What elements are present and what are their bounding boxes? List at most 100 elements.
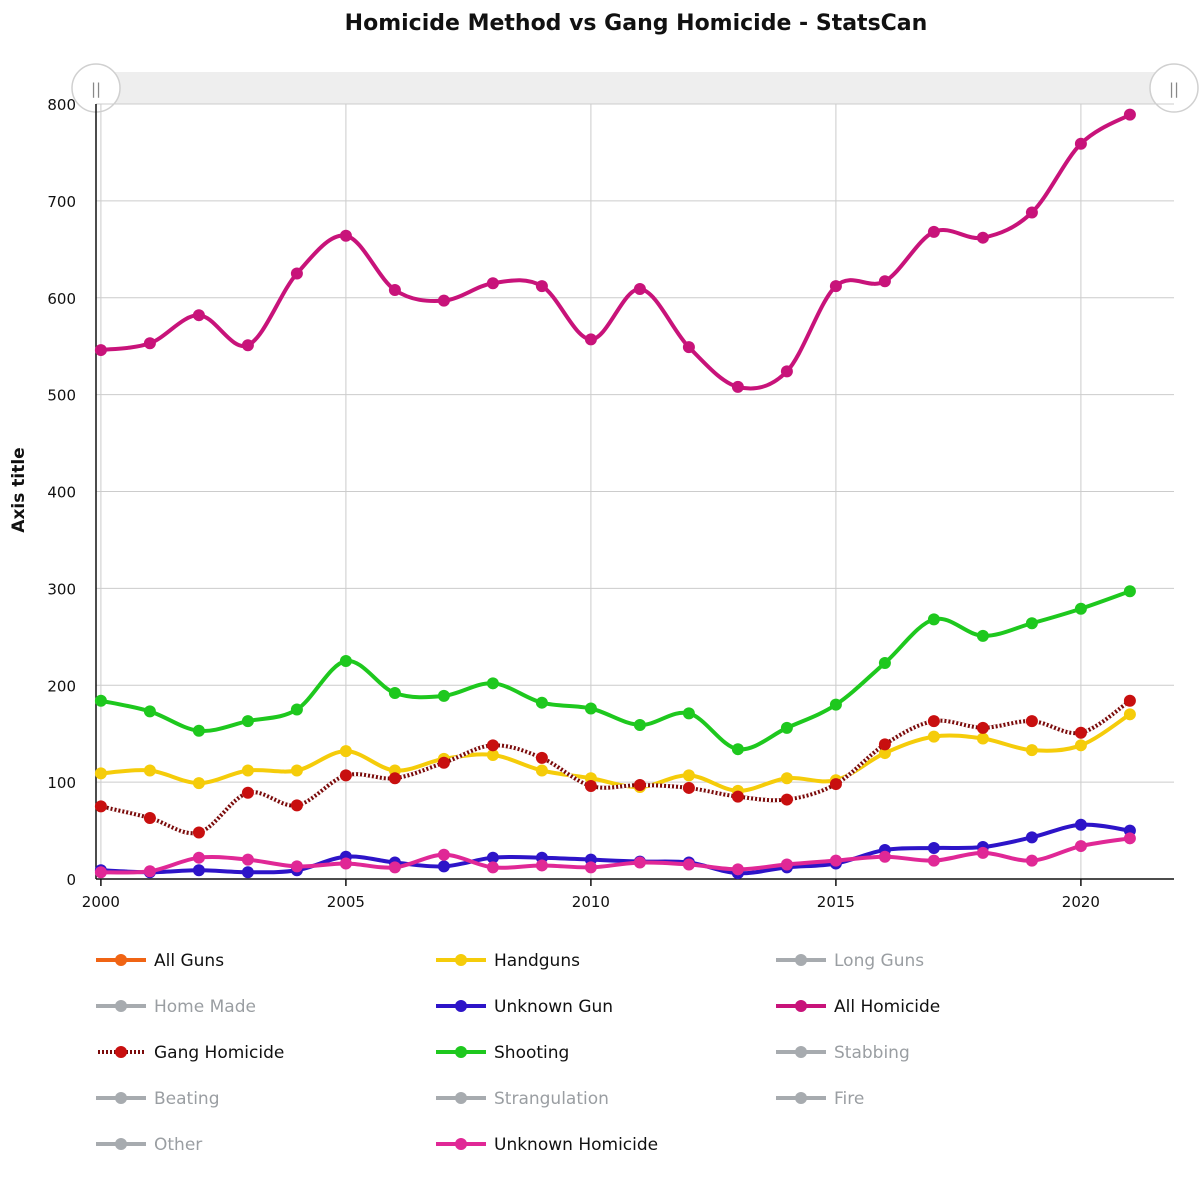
data-point-unknown-gun[interactable]: [437, 860, 450, 873]
data-point-unknown-homicide[interactable]: [388, 861, 401, 874]
data-point-handguns[interactable]: [290, 764, 303, 777]
data-point-gang-homicide[interactable]: [486, 739, 499, 752]
legend-item-all-guns[interactable]: All Guns: [96, 951, 224, 971]
data-point-gang-homicide[interactable]: [878, 738, 891, 751]
data-point-handguns[interactable]: [1123, 708, 1136, 721]
data-point-shooting[interactable]: [143, 705, 156, 718]
data-point-handguns[interactable]: [241, 764, 254, 777]
data-point-shooting[interactable]: [780, 721, 793, 734]
data-point-unknown-gun[interactable]: [486, 851, 499, 864]
range-handle-right-grip[interactable]: ||: [1169, 80, 1179, 98]
data-point-all-homicide[interactable]: [682, 341, 695, 354]
data-point-all-homicide[interactable]: [780, 365, 793, 378]
legend-item-long-guns[interactable]: Long Guns: [776, 951, 924, 971]
data-point-all-homicide[interactable]: [878, 275, 891, 288]
data-point-all-homicide[interactable]: [437, 294, 450, 307]
data-point-unknown-homicide[interactable]: [780, 858, 793, 871]
legend-item-shooting[interactable]: Shooting: [436, 1043, 569, 1063]
data-point-all-homicide[interactable]: [339, 229, 352, 242]
data-point-shooting[interactable]: [1074, 602, 1087, 615]
data-point-unknown-homicide[interactable]: [731, 863, 744, 876]
legend-label[interactable]: Long Guns: [834, 951, 924, 971]
legend-label[interactable]: Handguns: [494, 951, 580, 971]
data-point-unknown-gun[interactable]: [1025, 831, 1038, 844]
data-point-unknown-gun[interactable]: [927, 842, 940, 854]
data-point-unknown-homicide[interactable]: [1123, 832, 1136, 845]
data-point-gang-homicide[interactable]: [829, 778, 842, 791]
data-point-unknown-homicide[interactable]: [1025, 854, 1038, 867]
data-point-handguns[interactable]: [878, 747, 891, 760]
data-point-shooting[interactable]: [486, 677, 499, 690]
data-point-gang-homicide[interactable]: [780, 793, 793, 806]
legend-item-home-made[interactable]: Home Made: [96, 997, 256, 1017]
data-point-all-homicide[interactable]: [633, 283, 646, 296]
data-point-handguns[interactable]: [94, 767, 107, 780]
data-point-gang-homicide[interactable]: [633, 779, 646, 792]
data-point-shooting[interactable]: [878, 656, 891, 669]
data-point-all-homicide[interactable]: [241, 339, 254, 352]
data-point-shooting[interactable]: [192, 724, 205, 737]
data-point-all-homicide[interactable]: [1123, 108, 1136, 121]
data-point-unknown-homicide[interactable]: [241, 853, 254, 866]
data-point-gang-homicide[interactable]: [192, 826, 205, 839]
range-handle-right-circle[interactable]: [1149, 63, 1199, 113]
data-point-gang-homicide[interactable]: [388, 772, 401, 785]
legend-label[interactable]: All Guns: [154, 951, 224, 971]
data-point-all-homicide[interactable]: [731, 380, 744, 393]
data-point-unknown-homicide[interactable]: [290, 860, 303, 873]
data-point-shooting[interactable]: [584, 702, 597, 715]
data-point-shooting[interactable]: [437, 689, 450, 702]
range-selector[interactable]: || ||: [71, 63, 1199, 113]
data-point-gang-homicide[interactable]: [437, 756, 450, 769]
data-point-shooting[interactable]: [535, 696, 548, 709]
legend-item-unknown-homicide[interactable]: Unknown Homicide: [436, 1135, 658, 1155]
data-point-handguns[interactable]: [682, 769, 695, 782]
data-point-handguns[interactable]: [143, 764, 156, 777]
data-point-all-homicide[interactable]: [192, 309, 205, 322]
data-point-unknown-homicide[interactable]: [878, 850, 891, 863]
data-point-all-homicide[interactable]: [829, 280, 842, 293]
data-point-handguns[interactable]: [192, 777, 205, 790]
data-point-all-homicide[interactable]: [1074, 137, 1087, 150]
legend-label[interactable]: Shooting: [494, 1043, 569, 1063]
data-point-gang-homicide[interactable]: [682, 781, 695, 794]
legend-item-fire[interactable]: Fire: [776, 1089, 864, 1109]
data-point-gang-homicide[interactable]: [1123, 694, 1136, 707]
data-point-handguns[interactable]: [1025, 744, 1038, 757]
data-point-handguns[interactable]: [535, 764, 548, 777]
data-point-handguns[interactable]: [976, 732, 989, 745]
data-point-all-homicide[interactable]: [486, 277, 499, 290]
data-point-unknown-homicide[interactable]: [927, 854, 940, 867]
data-point-gang-homicide[interactable]: [535, 751, 548, 764]
data-point-gang-homicide[interactable]: [584, 780, 597, 792]
legend-label[interactable]: Other: [154, 1135, 202, 1155]
data-point-handguns[interactable]: [927, 730, 940, 743]
data-point-shooting[interactable]: [1025, 617, 1038, 630]
data-point-gang-homicide[interactable]: [339, 769, 352, 782]
data-point-gang-homicide[interactable]: [976, 721, 989, 734]
data-point-shooting[interactable]: [388, 687, 401, 699]
data-point-shooting[interactable]: [290, 703, 303, 716]
legend-item-unknown-gun[interactable]: Unknown Gun: [436, 997, 613, 1017]
data-point-all-homicide[interactable]: [388, 284, 401, 296]
data-point-unknown-homicide[interactable]: [486, 861, 499, 874]
legend-label[interactable]: Stabbing: [834, 1043, 910, 1063]
data-point-shooting[interactable]: [976, 629, 989, 642]
data-point-shooting[interactable]: [682, 707, 695, 720]
data-point-all-homicide[interactable]: [94, 344, 107, 357]
data-point-shooting[interactable]: [633, 718, 646, 731]
data-point-all-homicide[interactable]: [535, 280, 548, 293]
legend-label[interactable]: Home Made: [154, 997, 256, 1017]
data-point-unknown-homicide[interactable]: [143, 865, 156, 878]
legend-item-stabbing[interactable]: Stabbing: [776, 1043, 910, 1063]
data-point-unknown-homicide[interactable]: [633, 856, 646, 869]
data-point-shooting[interactable]: [829, 698, 842, 711]
range-selector-track[interactable]: [96, 72, 1174, 104]
legend-label[interactable]: All Homicide: [834, 997, 940, 1017]
data-point-gang-homicide[interactable]: [94, 800, 107, 813]
data-point-gang-homicide[interactable]: [241, 786, 254, 799]
data-point-gang-homicide[interactable]: [927, 715, 940, 728]
data-point-unknown-homicide[interactable]: [829, 854, 842, 867]
legend-label[interactable]: Gang Homicide: [154, 1043, 284, 1063]
data-point-all-homicide[interactable]: [1025, 206, 1038, 219]
